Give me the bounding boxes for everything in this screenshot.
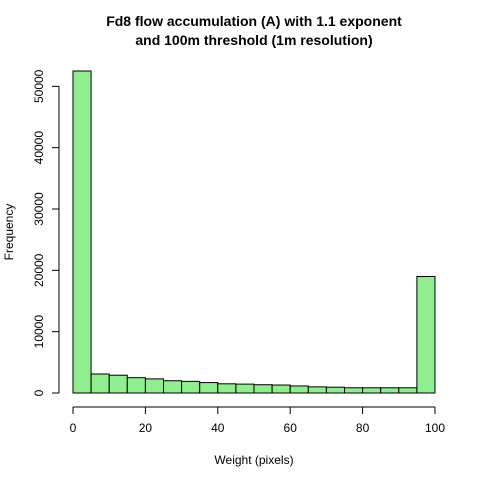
x-axis-label: Weight (pixels) <box>214 453 293 467</box>
histogram-bar <box>344 387 364 394</box>
y-tick-label: 0 <box>32 389 46 396</box>
histogram-bar <box>181 380 201 394</box>
histogram-bar <box>217 383 237 394</box>
y-axis-label: Frequency <box>2 204 16 261</box>
x-tick-label: 60 <box>284 421 298 435</box>
bars-group <box>72 70 436 394</box>
histogram-bar <box>199 382 219 394</box>
histogram-bar <box>398 387 418 394</box>
x-tick-label: 100 <box>425 421 445 435</box>
histogram-bar <box>289 385 309 394</box>
y-tick-label: 50000 <box>32 69 46 103</box>
histogram-bar <box>144 378 164 394</box>
y-tick-label: 10000 <box>32 315 46 349</box>
histogram-bar <box>235 383 255 394</box>
x-tick-label: 0 <box>70 421 77 435</box>
chart-title-line-2: and 100m threshold (1m resolution) <box>135 32 372 48</box>
y-tick-label: 20000 <box>32 253 46 287</box>
x-axis: 0 20 40 60 80 100 <box>70 406 445 435</box>
y-tick-label: 30000 <box>32 192 46 226</box>
histogram-bar <box>126 377 146 394</box>
histogram-bar <box>362 387 382 394</box>
y-axis: 0 10000 20000 30000 40000 50000 <box>32 69 60 396</box>
histogram-bar <box>108 374 128 394</box>
x-tick-label: 80 <box>356 421 370 435</box>
histogram-bar <box>307 386 327 394</box>
histogram-bar <box>72 70 92 394</box>
chart-title-line-1: Fd8 flow accumulation (A) with 1.1 expon… <box>106 13 402 29</box>
y-tick-label: 40000 <box>32 131 46 165</box>
x-tick-label: 40 <box>211 421 225 435</box>
histogram-bar <box>325 386 345 394</box>
histogram-bar <box>163 380 183 394</box>
x-tick-label: 20 <box>139 421 153 435</box>
histogram-bar <box>380 387 400 394</box>
histogram-bar <box>90 373 110 394</box>
histogram-bar <box>416 275 436 394</box>
histogram-bar <box>253 384 273 394</box>
histogram-bar <box>271 384 291 394</box>
